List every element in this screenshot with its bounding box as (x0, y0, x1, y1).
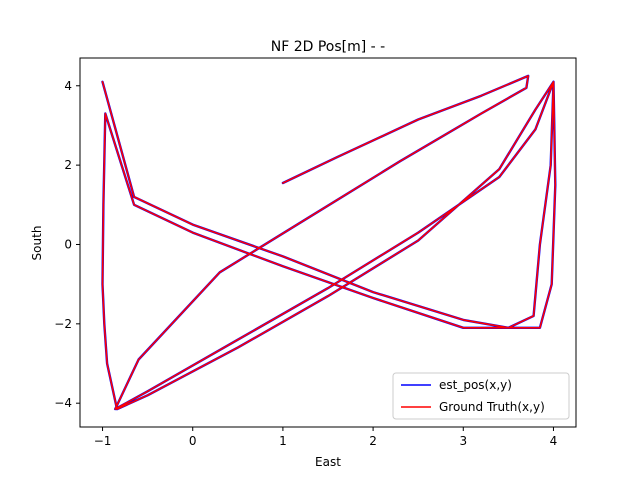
y-tick-label: 0 (64, 237, 72, 251)
y-axis: −4 −2 0 2 4 (54, 79, 80, 410)
x-tick-label: 2 (369, 434, 377, 448)
legend-label-est-pos: est_pos(x,y) (439, 378, 512, 392)
x-tick-label: 1 (279, 434, 287, 448)
legend-label-ground-truth: Ground Truth(x,y) (439, 400, 545, 414)
plot-area (79, 57, 577, 428)
y-tick-label: −4 (54, 396, 72, 410)
x-tick-label: 3 (459, 434, 467, 448)
y-tick-label: 2 (64, 158, 72, 172)
x-tick-label: 0 (189, 434, 197, 448)
y-axis-label: South (30, 226, 44, 261)
series-line-1 (101, 75, 557, 410)
x-axis-label: East (315, 455, 341, 469)
x-axis: −1 0 1 2 3 4 (94, 427, 558, 448)
chart-title: NF 2D Pos[m] - - (271, 39, 385, 55)
y-tick-label: 4 (64, 79, 72, 93)
series-group (101, 74, 557, 411)
y-tick-label: −2 (54, 317, 72, 331)
x-tick-label: −1 (94, 434, 112, 448)
legend: est_pos(x,y) Ground Truth(x,y) (392, 372, 570, 420)
plot-frame (79, 57, 577, 428)
x-tick-label: 4 (550, 434, 558, 448)
legend-box (392, 372, 570, 420)
